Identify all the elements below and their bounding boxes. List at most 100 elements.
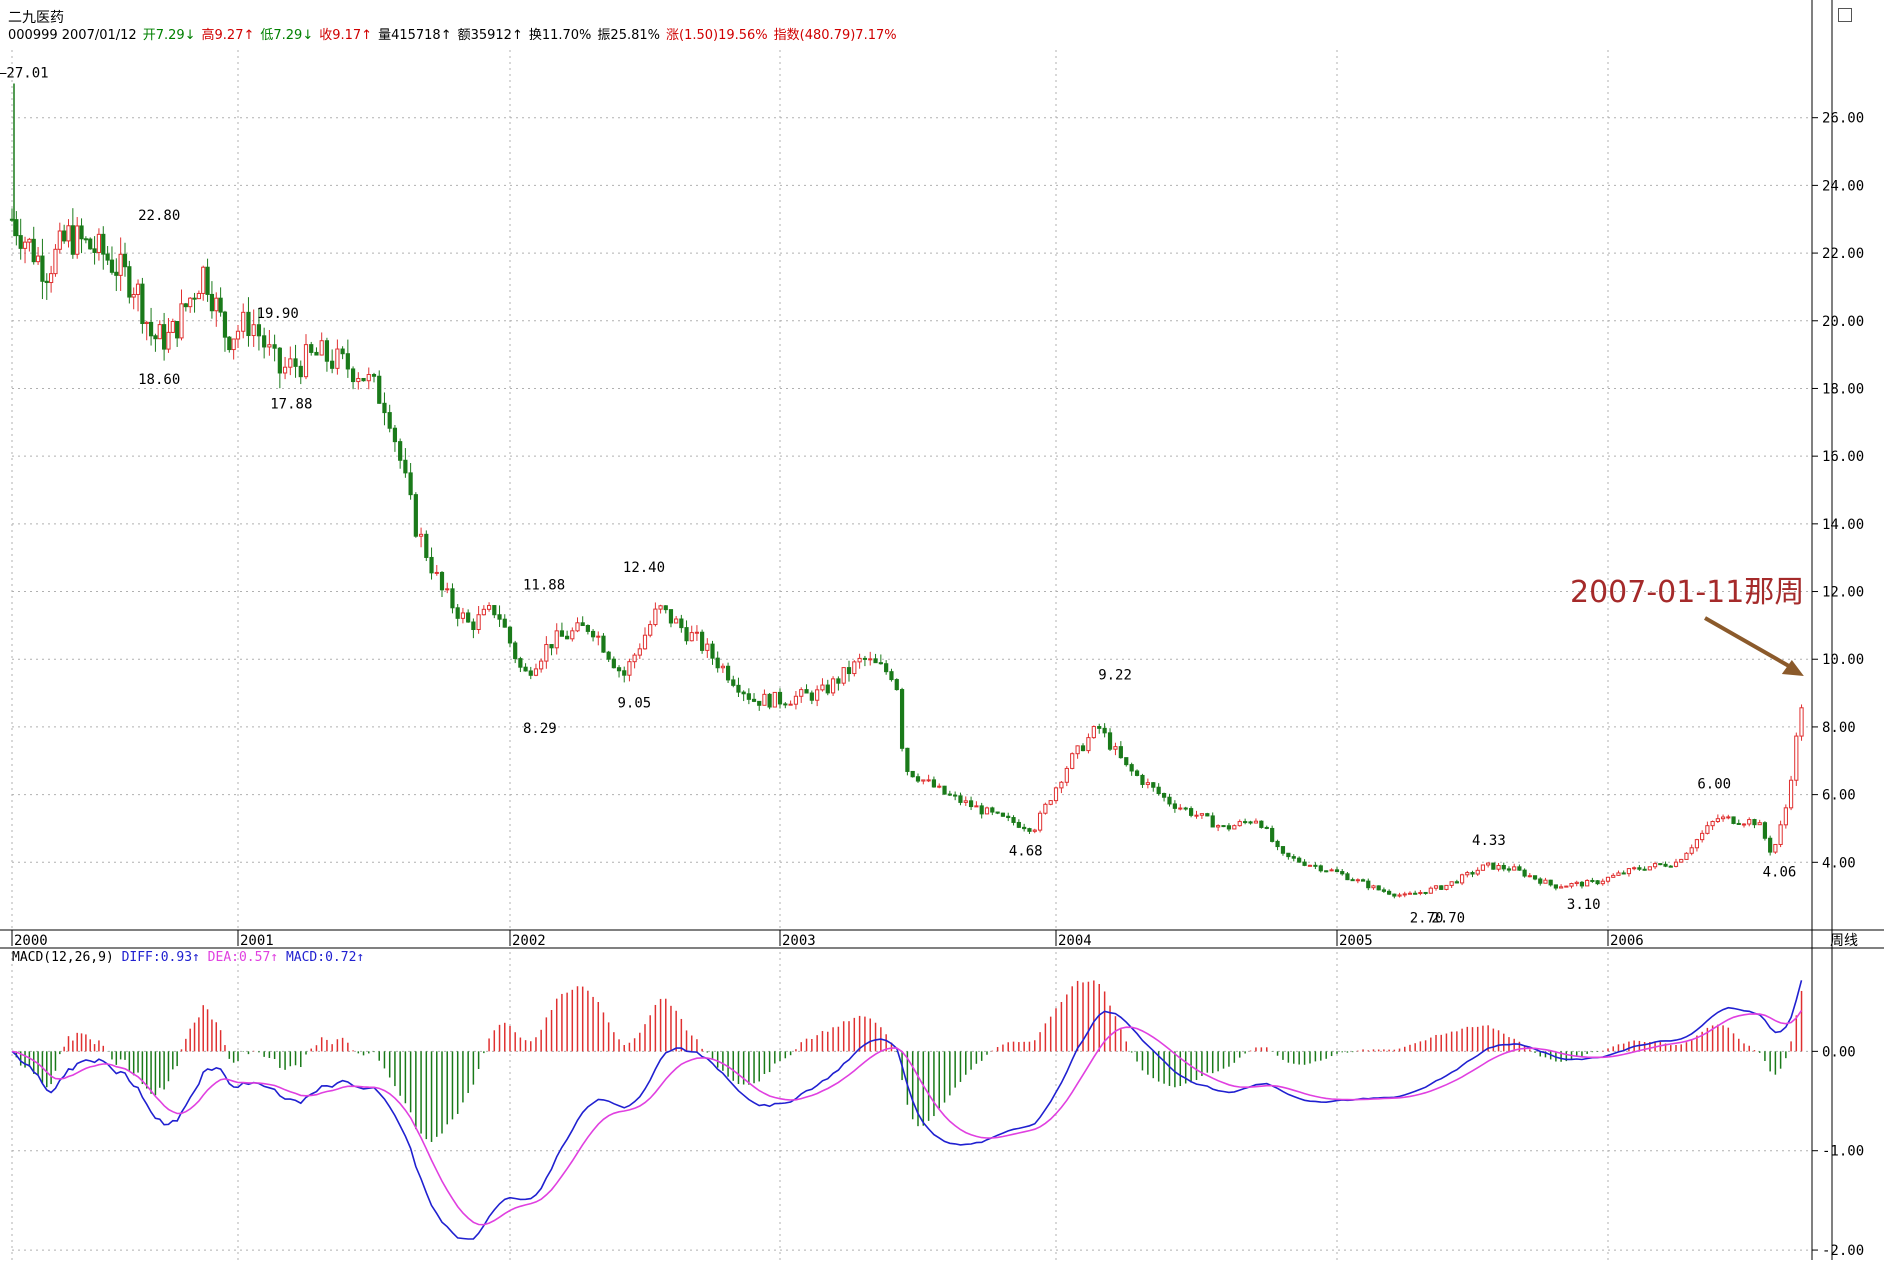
- candle-body: [1731, 816, 1736, 824]
- candle-body: [1360, 879, 1366, 882]
- price-label: 18.60: [138, 372, 180, 388]
- candle-body: [27, 238, 32, 243]
- candle-body: [1178, 807, 1183, 810]
- price-tick-label: 24.00: [1822, 178, 1864, 194]
- candle-body: [926, 779, 931, 782]
- candle-body: [502, 618, 507, 628]
- candle-body: [1000, 812, 1006, 817]
- price-label: 4.33: [1472, 833, 1506, 849]
- candle-body: [1392, 893, 1397, 897]
- candle-body: [1064, 767, 1069, 783]
- candle-body: [1011, 817, 1016, 823]
- candle-body: [1086, 737, 1091, 752]
- candle-body: [335, 348, 340, 369]
- candle-body: [476, 614, 481, 631]
- candle-body: [466, 612, 471, 623]
- candle-body: [1145, 782, 1150, 785]
- candle-body: [1027, 828, 1032, 832]
- candle-body: [31, 238, 36, 263]
- candle-body: [1475, 869, 1480, 875]
- candle-body: [1579, 881, 1585, 887]
- candle-body: [1449, 881, 1454, 886]
- quote-field: 开7.29↓: [142, 28, 196, 43]
- candle-body: [921, 779, 926, 782]
- candle-body: [1253, 820, 1259, 824]
- candle-body: [1381, 889, 1387, 892]
- candle-body: [1070, 753, 1075, 769]
- candle-body: [1134, 770, 1140, 776]
- candle-body: [878, 662, 883, 665]
- candle-body: [1684, 852, 1689, 860]
- candle-body: [507, 626, 513, 644]
- candle-body: [218, 297, 223, 313]
- candle-body: [1517, 866, 1522, 871]
- candle-body: [1773, 843, 1778, 853]
- candle-body: [705, 643, 710, 651]
- candle-body: [1423, 891, 1428, 894]
- candle-body: [205, 266, 210, 295]
- candle-body: [1522, 869, 1527, 877]
- price-label: 17.88: [270, 397, 312, 413]
- price-tick-label: 6.00: [1822, 788, 1856, 804]
- candle-body: [1720, 816, 1726, 820]
- candle-body: [118, 253, 123, 276]
- candle-body: [868, 658, 873, 661]
- candle-body: [241, 311, 246, 332]
- candle-body: [293, 358, 298, 367]
- price-labels: —27.01 22.80 18.60 19.90 17.88 11.88 8.29 12.40…: [0, 66, 1796, 927]
- candle-body: [767, 693, 772, 708]
- period-button[interactable]: 周线: [1830, 933, 1858, 949]
- candle-body: [471, 621, 476, 631]
- candle-body: [1097, 726, 1102, 729]
- candle-body: [846, 667, 852, 675]
- candle-body: [434, 571, 439, 574]
- candle-body: [674, 618, 679, 624]
- candle-body: [937, 785, 942, 788]
- candle-body: [66, 225, 71, 242]
- candle-body: [40, 255, 45, 282]
- candle-body: [481, 608, 486, 616]
- price-tick-label: 20.00: [1822, 314, 1864, 330]
- candle-body: [1167, 796, 1172, 805]
- candle-body: [1048, 800, 1053, 805]
- candle-body: [222, 311, 228, 338]
- price-label: 22.80: [138, 208, 180, 224]
- macd-legend-item: MACD:0.72↑: [285, 950, 373, 965]
- candle-body: [49, 273, 54, 284]
- candle-body: [772, 691, 777, 708]
- price-axis: 26.00 24.00 22.00 20.00 18.00 16.00 14.00 12.00…: [1812, 111, 1864, 871]
- time-tick-label: 2002: [512, 933, 546, 949]
- candle-body: [1413, 892, 1418, 895]
- candle-body: [1465, 872, 1470, 876]
- candle-body: [596, 635, 601, 638]
- candle-body: [1543, 879, 1548, 884]
- candle-body: [539, 660, 544, 670]
- candle-body: [554, 630, 559, 649]
- price-tick-label: 22.00: [1822, 246, 1864, 262]
- candle-body: [1366, 880, 1371, 889]
- candle-body: [1794, 735, 1799, 781]
- candle-body: [1172, 803, 1177, 809]
- candle-body: [153, 335, 158, 340]
- candle-body: [1059, 781, 1064, 789]
- candle-body: [1402, 893, 1407, 896]
- candle-body: [984, 807, 990, 815]
- candle-body: [486, 605, 492, 610]
- candle-body: [403, 459, 408, 474]
- window-toggle-icon[interactable]: [1838, 8, 1852, 22]
- candle-body: [668, 609, 674, 624]
- candle-body: [953, 794, 958, 797]
- candle-body: [1679, 858, 1684, 863]
- candle-body: [974, 805, 979, 808]
- candle-body: [1757, 822, 1762, 826]
- macd-title: MACD(12,26,9): [12, 950, 122, 965]
- candle-body: [1102, 727, 1107, 734]
- candle-body: [70, 225, 75, 255]
- candle-body: [575, 622, 580, 632]
- candle-body: [1248, 821, 1253, 824]
- candle-body: [590, 630, 596, 638]
- candle-body: [418, 533, 424, 537]
- candle-body: [162, 324, 167, 350]
- candle-body: [777, 691, 783, 705]
- candle-body: [653, 608, 658, 626]
